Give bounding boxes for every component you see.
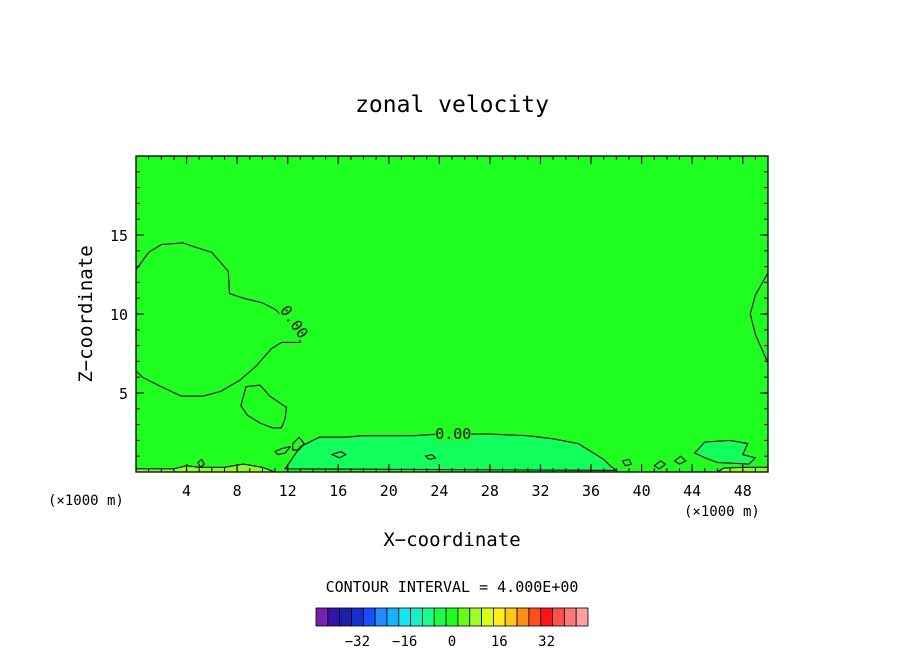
x-tick-label-0: 4	[182, 482, 191, 500]
colorbar-swatch-8	[410, 607, 423, 627]
colorbar-swatch-5	[374, 607, 388, 627]
x-tick-label-9: 40	[633, 482, 651, 500]
colorbar-swatch-20	[552, 607, 565, 627]
small-contour-3	[424, 453, 437, 461]
contour-label-bg-0	[277, 301, 312, 341]
x-units-right: (×1000 m)	[684, 504, 760, 520]
x-tick-label-11: 48	[734, 482, 752, 500]
x-tick-label-8: 36	[582, 482, 600, 500]
axis-ticks	[136, 156, 768, 472]
colorbar-swatch-4	[362, 607, 376, 627]
small-contours	[197, 436, 687, 470]
colorbar-swatch-17	[516, 607, 530, 627]
colorbar-swatch-19	[540, 607, 553, 627]
contour-label-1: 0.00	[435, 425, 471, 443]
colorbar-swatch-12	[457, 607, 471, 627]
x-tick-label-5: 24	[430, 482, 448, 500]
contour-label-bg-1	[435, 425, 472, 442]
colorbar	[315, 607, 589, 627]
colorbar-swatch-10	[433, 607, 447, 627]
colorbar-swatch-13	[469, 607, 482, 627]
colorbar-swatch-7	[398, 607, 412, 627]
colorbar-swatch-1	[327, 607, 341, 627]
colorbar-tick-label-0: −32	[345, 634, 370, 650]
contour-region-1	[240, 384, 287, 429]
y-tick-label-1: 10	[110, 306, 128, 324]
colorbar-tick-label-2: 0	[448, 634, 456, 650]
colorbar-swatch-18	[528, 607, 542, 627]
colorbar-tick-label-4: 32	[538, 634, 555, 650]
contour-region-2	[749, 271, 768, 364]
colorbar-swatch-15	[492, 607, 506, 627]
y-tick-label-0: 5	[119, 385, 128, 403]
chart-title: zonal velocity	[355, 92, 549, 118]
x-tick-label-10: 44	[683, 482, 701, 500]
colorbar-swatch-22	[575, 607, 589, 627]
y-axis-label: Z−coordinate	[75, 245, 97, 382]
colorbar-swatch-6	[386, 607, 400, 627]
small-contour-1	[292, 436, 305, 451]
small-contour-4	[621, 458, 633, 467]
x-units-left: (×1000 m)	[48, 493, 124, 509]
y-tick-labels: 5 10 15	[110, 227, 128, 403]
colorbar-tick-labels: −32 −16 0 16 32	[345, 634, 555, 650]
x-tick-label-1: 8	[233, 482, 242, 500]
x-tick-label-3: 16	[329, 482, 347, 500]
small-contour-2	[330, 450, 347, 459]
colorbar-swatch-21	[563, 607, 577, 627]
x-axis-label: X−coordinate	[383, 529, 520, 551]
colorbar-swatch-3	[351, 607, 364, 627]
x-tick-label-7: 32	[531, 482, 549, 500]
small-contour-5	[653, 460, 667, 470]
colorbar-swatch-11	[445, 607, 459, 627]
x-tick-label-4: 20	[380, 482, 398, 500]
colorbar-tick-label-3: 16	[491, 634, 508, 650]
colorbar-swatch-9	[422, 607, 435, 627]
contour-region-4	[693, 439, 757, 465]
x-tick-label-2: 12	[279, 482, 297, 500]
colorbar-title: CONTOUR INTERVAL = 4.000E+00	[326, 578, 579, 596]
small-contour-0	[274, 445, 292, 456]
colorbar-swatch-0	[315, 607, 329, 627]
y-tick-label-2: 15	[110, 227, 128, 245]
small-contour-7	[197, 458, 206, 469]
colorbar-tick-label-1: −16	[392, 634, 417, 650]
colorbar-swatch-2	[339, 607, 352, 627]
small-contour-6	[673, 455, 687, 465]
contour-regions	[136, 242, 768, 472]
x-tick-labels: 4 8 12 16 20 24 28 32 36 40 44 48	[182, 482, 752, 500]
contour-region-3	[284, 433, 618, 471]
colorbar-swatch-14	[481, 607, 494, 627]
x-tick-label-6: 28	[481, 482, 499, 500]
colorbar-swatch-16	[504, 607, 518, 627]
